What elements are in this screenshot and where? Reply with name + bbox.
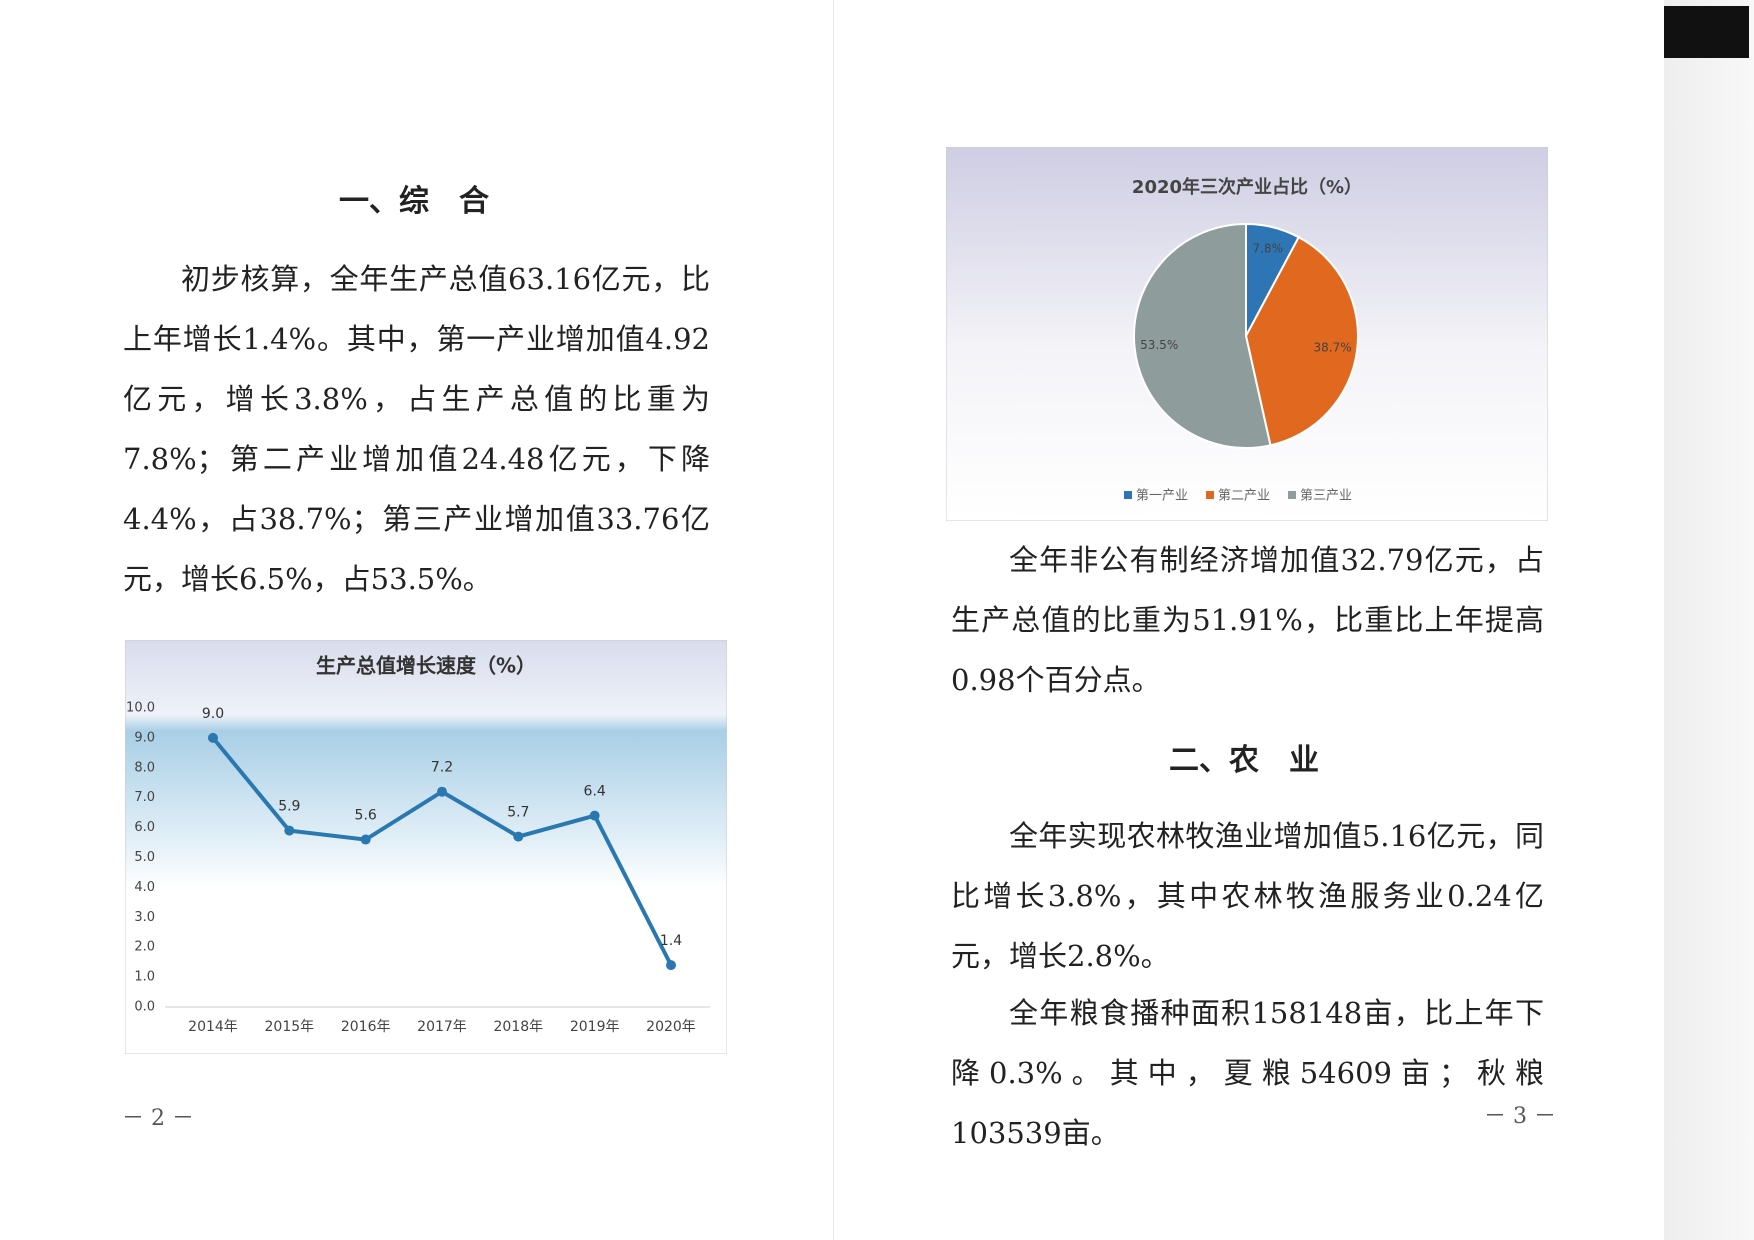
data-label: 9.0 [202, 706, 224, 722]
chart-title: 生产总值增长速度（%） [316, 654, 536, 678]
paragraph: 全年粮食播种面积158148亩，比上年下降0.3%。其中，夏粮54609亩；秋粮… [951, 996, 1544, 1150]
point [208, 732, 218, 743]
point [513, 831, 524, 842]
x-tick-label: 2018年 [494, 1019, 544, 1035]
line-chart: 生产总值增长速度（%） 0.0 1.0 2.0 3.0 4.0 5.0 6.0 7.0 8.0 9… [125, 640, 727, 1054]
x-tick-label: 2019年 [570, 1019, 620, 1035]
y-tick-label: 9.0 [134, 730, 155, 745]
x-tick-label: 2020年 [646, 1019, 696, 1035]
data-label: 5.7 [507, 805, 529, 821]
page-number: － 2 － [122, 1106, 194, 1131]
chart-title: 2020年三次产业占比（%） [1132, 176, 1362, 198]
y-tick-label: 10.0 [126, 701, 155, 716]
legend-swatch [1288, 491, 1296, 499]
page-edge [1664, 0, 1754, 1240]
pie-slice [1244, 235, 1359, 447]
x-tick-label: 2015年 [265, 1019, 315, 1035]
data-label: 5.6 [355, 808, 377, 824]
point [360, 834, 371, 845]
paragraph: 全年实现农林牧渔业增加值5.16亿元，同比增长3.8%，其中农林牧渔服务业0.2… [951, 819, 1544, 973]
heading: 二、农 业 [1169, 743, 1319, 778]
data-label: 1.4 [660, 933, 682, 949]
paragraph: 初步核算，全年生产总值63.16亿元，比上年增长1.4%。其中，第一产业增加值4… [123, 262, 710, 596]
pie-slice [1133, 222, 1272, 449]
data-label: 7.2 [431, 760, 453, 776]
y-tick-label: 5.0 [134, 850, 155, 865]
x-tick-label: 2016年 [341, 1019, 391, 1035]
data-label: 53.5% [1140, 338, 1178, 352]
pie-chart: 2020年三次产业占比（%） 7.8% 38.7% 53.5% 第一产业 第二产业 第三产… [946, 147, 1548, 521]
data-label: 7.8% [1252, 242, 1283, 256]
y-tick-label: 4.0 [134, 880, 155, 895]
page-fold [833, 0, 834, 1240]
data-label: 6.4 [584, 784, 606, 800]
y-tick-label: 1.0 [134, 970, 155, 985]
y-tick-label: 6.0 [134, 820, 155, 835]
legend-swatch [1124, 491, 1132, 499]
page-number: － 3 － [1484, 1104, 1556, 1129]
heading: 一、综 合 [339, 184, 489, 219]
chart-background [125, 640, 727, 1054]
x-tick-label: 2017年 [417, 1019, 467, 1035]
point [437, 786, 447, 797]
legend-label: 第一产业 [1136, 489, 1188, 504]
data-label: 5.9 [278, 799, 300, 815]
x-tick-label: 2014年 [188, 1019, 238, 1035]
point [284, 825, 295, 836]
data-label: 38.7% [1314, 340, 1352, 354]
paragraph: 全年非公有制经济增加值32.79亿元，占生产总值的比重为51.91%，比重比上年… [951, 543, 1544, 697]
point [589, 810, 600, 821]
y-tick-label: 7.0 [134, 790, 155, 805]
y-tick-label: 2.0 [134, 940, 155, 955]
y-tick-label: 3.0 [134, 910, 155, 925]
black-tab [1664, 6, 1749, 58]
point [666, 960, 676, 971]
legend-label: 第二产业 [1218, 489, 1270, 504]
y-tick-label: 8.0 [134, 760, 155, 775]
legend-swatch [1206, 491, 1214, 499]
y-tick-label: 0.0 [134, 1000, 155, 1015]
legend-label: 第三产业 [1300, 489, 1352, 504]
